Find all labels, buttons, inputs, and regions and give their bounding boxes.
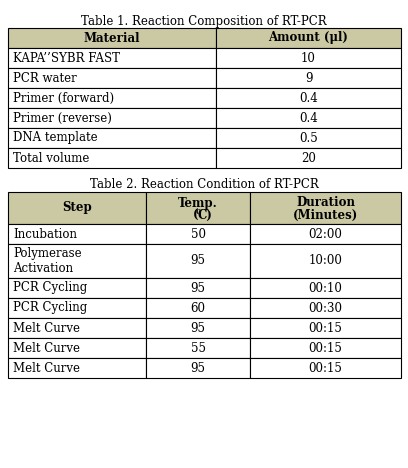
Text: Amount (μl): Amount (μl) bbox=[268, 31, 348, 44]
Bar bbox=[216, 148, 401, 168]
Bar bbox=[8, 244, 146, 278]
Text: 0.4: 0.4 bbox=[299, 111, 318, 124]
Bar bbox=[146, 224, 250, 244]
Text: 9: 9 bbox=[305, 72, 312, 85]
Bar bbox=[250, 224, 401, 244]
Text: 00:10: 00:10 bbox=[308, 281, 342, 294]
Bar bbox=[8, 338, 146, 358]
Text: 00:15: 00:15 bbox=[308, 361, 342, 374]
Text: Polymerase
Activation: Polymerase Activation bbox=[13, 247, 82, 275]
Bar bbox=[216, 128, 401, 148]
Bar bbox=[250, 338, 401, 358]
Text: 95: 95 bbox=[191, 281, 206, 294]
Text: 55: 55 bbox=[191, 342, 206, 354]
Text: Incubation: Incubation bbox=[13, 227, 77, 241]
Text: 0: 0 bbox=[195, 208, 201, 216]
Text: DNA template: DNA template bbox=[13, 132, 98, 145]
Bar bbox=[8, 108, 216, 128]
Text: Table 2. Reaction Condition of RT-PCR: Table 2. Reaction Condition of RT-PCR bbox=[90, 178, 318, 191]
Bar bbox=[146, 318, 250, 338]
Bar bbox=[146, 192, 250, 224]
Bar bbox=[250, 298, 401, 318]
Bar bbox=[250, 318, 401, 338]
Text: 0.4: 0.4 bbox=[299, 92, 318, 104]
Bar bbox=[146, 244, 250, 278]
Text: 0.5: 0.5 bbox=[299, 132, 318, 145]
Bar bbox=[8, 318, 146, 338]
Text: C): C) bbox=[198, 209, 213, 221]
Text: 10: 10 bbox=[301, 51, 316, 65]
Bar bbox=[146, 358, 250, 378]
Text: Table 1. Reaction Composition of RT-PCR: Table 1. Reaction Composition of RT-PCR bbox=[81, 15, 327, 28]
Text: 00:15: 00:15 bbox=[308, 342, 342, 354]
Bar bbox=[250, 244, 401, 278]
Text: Melt Curve: Melt Curve bbox=[13, 342, 80, 354]
Bar bbox=[8, 68, 216, 88]
Bar bbox=[146, 278, 250, 298]
Text: Material: Material bbox=[84, 31, 140, 44]
Bar bbox=[250, 278, 401, 298]
Bar bbox=[8, 28, 216, 48]
Bar bbox=[216, 108, 401, 128]
Bar bbox=[146, 338, 250, 358]
Bar bbox=[8, 192, 146, 224]
Text: 50: 50 bbox=[191, 227, 206, 241]
Bar bbox=[216, 48, 401, 68]
Text: PCR Cycling: PCR Cycling bbox=[13, 301, 87, 314]
Bar bbox=[8, 48, 216, 68]
Text: (: ( bbox=[193, 209, 198, 221]
Text: PCR Cycling: PCR Cycling bbox=[13, 281, 87, 294]
Text: PCR water: PCR water bbox=[13, 72, 77, 85]
Text: (Minutes): (Minutes) bbox=[293, 209, 358, 221]
Bar bbox=[8, 298, 146, 318]
Text: 95: 95 bbox=[191, 255, 206, 268]
Text: 60: 60 bbox=[191, 301, 206, 314]
Text: Primer (reverse): Primer (reverse) bbox=[13, 111, 112, 124]
Text: Step: Step bbox=[62, 202, 92, 214]
Text: Primer (forward): Primer (forward) bbox=[13, 92, 114, 104]
Bar bbox=[8, 278, 146, 298]
Text: 02:00: 02:00 bbox=[308, 227, 342, 241]
Bar bbox=[8, 128, 216, 148]
Text: KAPA’’SYBR FAST: KAPA’’SYBR FAST bbox=[13, 51, 120, 65]
Text: Melt Curve: Melt Curve bbox=[13, 322, 80, 335]
Text: Duration: Duration bbox=[296, 197, 355, 210]
Bar bbox=[216, 88, 401, 108]
Bar bbox=[8, 358, 146, 378]
Bar bbox=[8, 148, 216, 168]
Text: 00:15: 00:15 bbox=[308, 322, 342, 335]
Bar bbox=[8, 88, 216, 108]
Text: 10:00: 10:00 bbox=[308, 255, 342, 268]
Text: Temp.: Temp. bbox=[178, 197, 218, 210]
Text: 95: 95 bbox=[191, 322, 206, 335]
Bar bbox=[216, 28, 401, 48]
Text: 00:30: 00:30 bbox=[308, 301, 342, 314]
Text: Total volume: Total volume bbox=[13, 152, 89, 164]
Bar bbox=[250, 192, 401, 224]
Text: Melt Curve: Melt Curve bbox=[13, 361, 80, 374]
Text: 95: 95 bbox=[191, 361, 206, 374]
Bar bbox=[250, 358, 401, 378]
Bar bbox=[146, 298, 250, 318]
Bar bbox=[8, 224, 146, 244]
Bar bbox=[216, 68, 401, 88]
Text: 20: 20 bbox=[301, 152, 316, 164]
